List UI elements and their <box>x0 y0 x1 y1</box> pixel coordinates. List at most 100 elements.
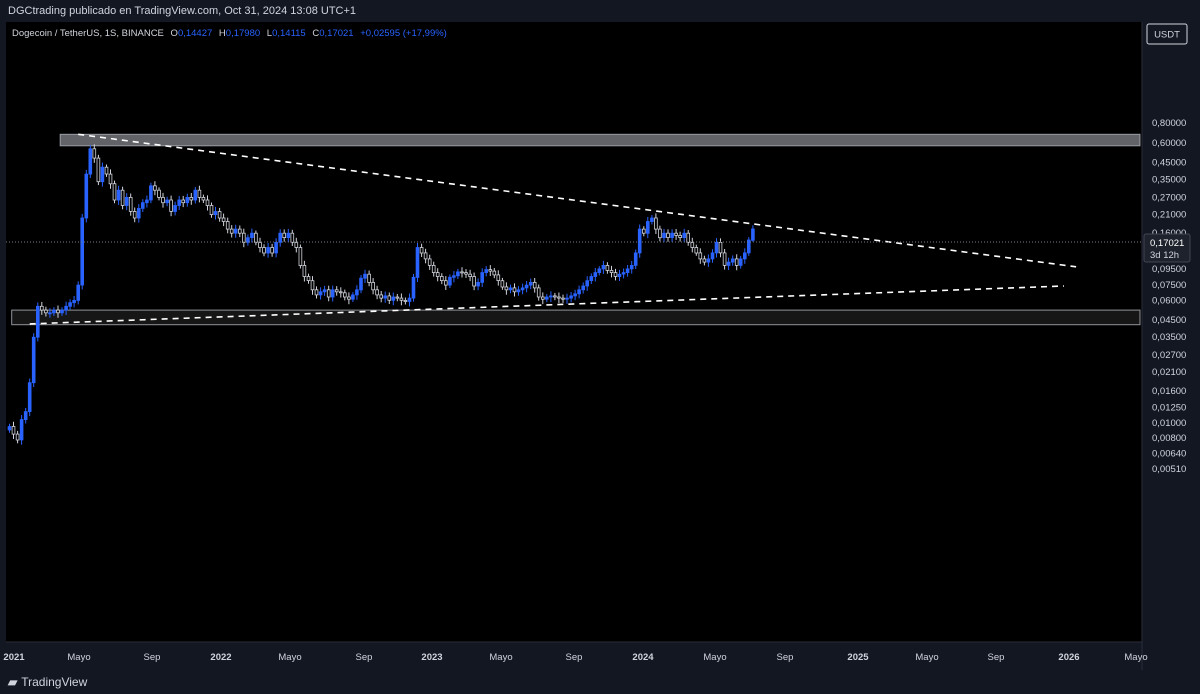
legend-change: +0,02595 (+17,99%) <box>360 28 447 39</box>
candle-body <box>375 289 379 296</box>
candle <box>19 415 24 445</box>
tradingview-logo[interactable]: ▰ TradingView <box>8 675 87 689</box>
candle <box>654 213 658 234</box>
candle-body <box>646 221 650 234</box>
candle <box>415 243 420 282</box>
candle-body <box>355 289 359 296</box>
candle-body <box>310 280 315 291</box>
candle <box>573 289 577 301</box>
candle-body <box>593 272 598 277</box>
candle-body <box>359 277 363 291</box>
candle-body <box>274 241 278 254</box>
candle-body <box>625 268 630 273</box>
time-tick-label: 2021 <box>3 652 25 663</box>
candle <box>161 192 165 208</box>
candle <box>334 286 339 296</box>
candle-body <box>72 299 76 304</box>
candle <box>549 291 553 302</box>
price-axis[interactable] <box>1142 22 1200 670</box>
candle-body <box>383 295 387 299</box>
candle-body <box>266 247 270 254</box>
candle <box>76 281 81 305</box>
candle <box>751 225 755 242</box>
time-tick-label: Mayo <box>1124 652 1147 663</box>
candle-body <box>298 247 303 266</box>
candle <box>666 229 670 242</box>
candle <box>31 333 36 387</box>
time-axis[interactable] <box>0 642 1142 670</box>
time-tick-label: 2022 <box>210 652 231 663</box>
candle <box>747 237 751 256</box>
ascending-trendline[interactable] <box>29 285 1064 325</box>
price-tick-label: 0,02100 <box>1152 367 1186 378</box>
candle <box>593 268 598 282</box>
descending-trendline[interactable] <box>78 133 1077 268</box>
candle-body <box>302 264 307 277</box>
candle <box>124 193 129 211</box>
candle <box>407 293 412 307</box>
candle <box>112 180 117 204</box>
candle-body <box>140 202 145 209</box>
candle <box>225 217 230 234</box>
plot-area[interactable] <box>6 22 1142 642</box>
candle <box>266 243 270 258</box>
time-tick-label: 2023 <box>421 652 442 663</box>
currency-button[interactable]: USDT <box>1146 23 1188 45</box>
candle <box>464 269 468 278</box>
candle <box>734 254 739 271</box>
currency-button-label[interactable]: USDT <box>1154 30 1180 41</box>
price-tick-label: 0,06000 <box>1152 295 1186 306</box>
candle <box>80 213 85 290</box>
resistance-zone[interactable] <box>59 133 1141 147</box>
candle <box>193 186 198 204</box>
candle <box>569 292 573 303</box>
price-tick-label: 0,03500 <box>1152 332 1186 343</box>
candle-body <box>597 268 602 273</box>
candle-body <box>650 217 654 222</box>
candle <box>96 154 101 186</box>
candle-body <box>399 297 404 301</box>
candle-body <box>294 241 299 248</box>
candle <box>678 231 682 242</box>
candle <box>395 294 400 302</box>
candle-body <box>44 309 48 314</box>
candle-body <box>367 273 371 283</box>
price-tick-label: 0,80000 <box>1152 118 1186 129</box>
time-tick-label: Sep <box>356 652 373 663</box>
candle-body <box>621 272 626 275</box>
candle <box>682 228 686 243</box>
candle <box>250 228 254 243</box>
price-tick-label: 0,21000 <box>1152 210 1186 221</box>
currency-button-frame[interactable] <box>1146 23 1188 45</box>
candle-body <box>468 273 472 277</box>
candle <box>201 194 206 203</box>
candle <box>286 228 291 243</box>
support-zone[interactable] <box>11 309 1141 326</box>
candle-body <box>387 295 392 301</box>
last-price-label: 0,17021 3d 12h <box>1143 233 1191 263</box>
candle <box>209 202 214 218</box>
candle <box>642 226 646 237</box>
time-tick-label: Sep <box>144 652 161 663</box>
candle-body <box>88 148 93 175</box>
candle-body <box>278 232 282 243</box>
price-chart[interactable]: Dogecoin / TetherUS, 1S, BINANCE O0,1442… <box>0 22 1200 670</box>
candle-body <box>209 205 214 216</box>
candle-body <box>221 217 226 222</box>
candle-body <box>686 232 690 243</box>
candle-body <box>642 228 646 234</box>
candle <box>508 284 513 294</box>
candle-body <box>76 284 81 301</box>
candle-body <box>128 196 133 212</box>
candle-body <box>714 241 719 254</box>
candle-body <box>545 296 549 300</box>
candle-body <box>379 294 383 299</box>
candle <box>411 274 416 302</box>
candle-body <box>40 305 44 311</box>
candle-body <box>706 258 711 263</box>
candle-body <box>484 269 488 274</box>
candle <box>153 181 157 196</box>
candle <box>625 265 630 277</box>
candle <box>435 268 440 282</box>
candle-body <box>306 276 311 281</box>
